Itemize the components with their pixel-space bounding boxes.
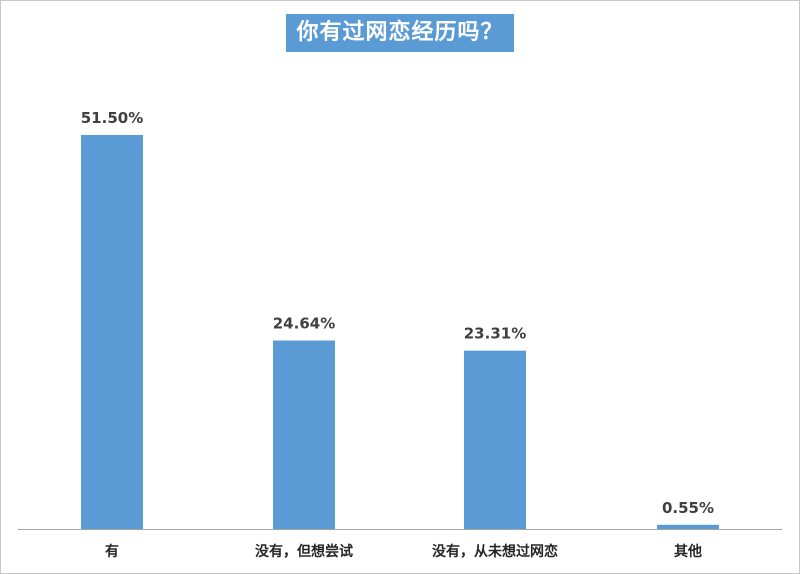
bar-4 (657, 524, 719, 529)
bar-3 (464, 350, 526, 529)
chart-title-wrap: 你有过网恋经历吗？ (0, 14, 800, 52)
bar-1 (81, 135, 143, 529)
chart-title: 你有过网恋经历吗？ (286, 14, 514, 52)
value-label-1: 51.50% (81, 109, 143, 127)
value-label-4: 0.55% (662, 499, 714, 517)
category-label-4: 其他 (674, 543, 702, 560)
category-label-2: 没有，但想尝试 (255, 543, 353, 560)
value-label-3: 23.31% (464, 325, 526, 343)
bar-2 (273, 340, 335, 529)
value-label-2: 24.64% (273, 314, 335, 332)
category-label-3: 没有，从未想过网恋 (432, 543, 558, 560)
category-label-1: 有 (105, 543, 119, 560)
